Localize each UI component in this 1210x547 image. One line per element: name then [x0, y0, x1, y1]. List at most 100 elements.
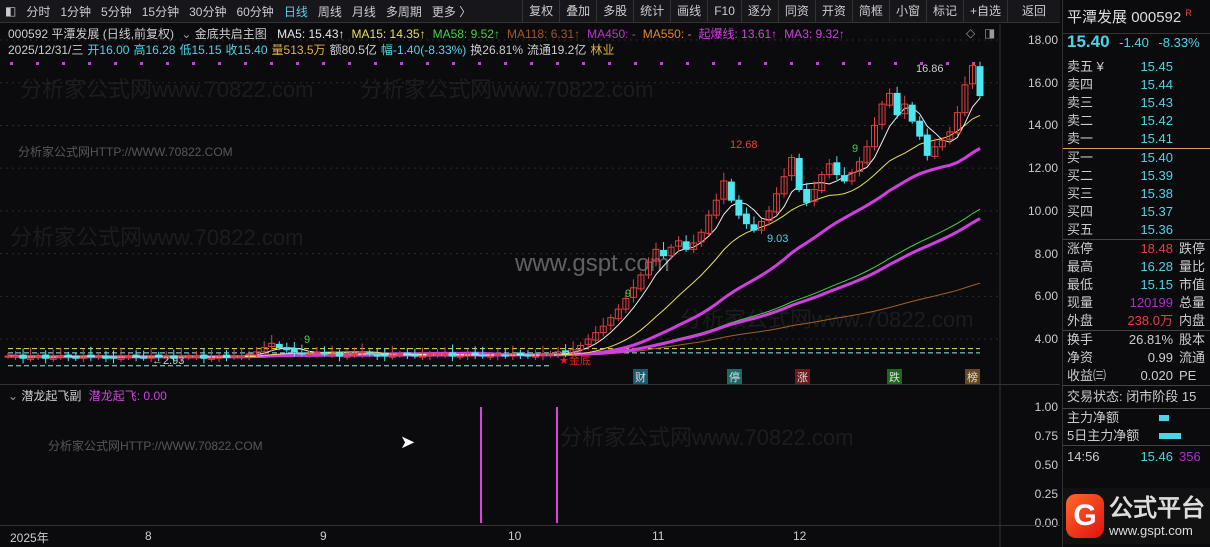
toolbar-button[interactable]: 标记: [925, 0, 963, 23]
nine-marker: 9: [852, 143, 859, 155]
candle: [818, 174, 826, 192]
sub-indicator-title[interactable]: 潜龙起飞副: [21, 389, 82, 403]
level-price: 15.36: [1140, 222, 1173, 237]
event-marker[interactable]: 财: [633, 369, 648, 385]
toolbar-button[interactable]: 统计: [633, 0, 670, 23]
indicator-dropdown[interactable]: ⌄ 金底共启主图: [181, 27, 267, 41]
panel-icon[interactable]: ◨: [984, 26, 996, 40]
candle: [27, 355, 35, 360]
price-chart[interactable]: [0, 0, 1060, 547]
candle: [637, 274, 645, 290]
candle: [162, 355, 170, 358]
price-change: -1.40: [1119, 35, 1149, 50]
signal-dot: [868, 62, 871, 65]
signal-dot: [426, 62, 429, 65]
event-marker[interactable]: 停: [727, 369, 742, 385]
chart-title: 000592 平潭发展 (日线,前复权): [8, 27, 175, 41]
candle: [373, 353, 381, 357]
candle: [245, 353, 253, 356]
period-tab[interactable]: 多周期: [385, 4, 422, 19]
candle: [554, 351, 562, 355]
candle: [916, 120, 924, 137]
candle: [388, 353, 396, 358]
period-tab[interactable]: 日线: [283, 4, 308, 19]
sell-level: 卖三 15.43: [1063, 94, 1210, 112]
level-price: 15.44: [1140, 77, 1173, 92]
event-marker[interactable]: 涨: [795, 369, 810, 385]
period-tab[interactable]: 15分钟: [141, 4, 180, 19]
period-tab[interactable]: 60分钟: [236, 4, 274, 19]
toolbar-button[interactable]: 叠加: [559, 0, 596, 23]
buy-level: 买四 15.37: [1063, 203, 1210, 221]
price-tick: 10.00: [1027, 203, 1058, 218]
candle: [320, 352, 328, 355]
stat-value: 15.15: [1140, 277, 1173, 292]
signal-dot: [140, 62, 143, 65]
date-tick: 10: [508, 529, 522, 543]
period-tab[interactable]: 5分钟: [101, 4, 132, 19]
buy-level: 买一 15.40: [1063, 149, 1210, 167]
toolbar-button[interactable]: 复权: [522, 0, 559, 23]
period-tab[interactable]: 1分钟: [60, 4, 92, 19]
ma-value: MA550: -: [642, 27, 692, 41]
toolbar-button[interactable]: 逐分: [740, 0, 778, 23]
ohlc-item: 低15.15: [179, 43, 222, 57]
signal-dot: [556, 62, 559, 65]
toolbar-button[interactable]: +自选: [962, 0, 1007, 23]
price-pct: -8.33%: [1158, 35, 1200, 50]
candle: [426, 353, 434, 356]
toolbar-button[interactable]: 同资: [777, 0, 815, 23]
period-tab[interactable]: 周线: [317, 4, 342, 19]
period-tab[interactable]: 30分钟: [189, 4, 227, 19]
candle: [569, 349, 577, 354]
signal-dot: [10, 62, 13, 65]
sidebar-toggle-icon[interactable]: ◧: [5, 4, 17, 18]
toolbar-button[interactable]: 开资: [814, 0, 852, 23]
ma-value: MA3: 9.32↑: [784, 27, 845, 41]
candle: [109, 356, 117, 359]
candle: [418, 355, 426, 358]
candle: [901, 103, 909, 115]
period-tab[interactable]: 更多 〉: [431, 4, 472, 19]
date-tick: 8: [145, 529, 152, 543]
signal-dot: [608, 62, 611, 65]
candle: [644, 261, 652, 276]
chevron-down-icon[interactable]: ⌄: [8, 389, 19, 403]
signal-dot: [738, 62, 741, 65]
period-tab[interactable]: 月线: [351, 4, 376, 19]
toolbar-button[interactable]: 简框: [851, 0, 889, 23]
ma3-line: [8, 217, 981, 359]
candle: [305, 353, 313, 356]
candle: [577, 344, 585, 351]
stat-label: 涨停: [1067, 241, 1094, 256]
event-marker[interactable]: 跌: [887, 369, 902, 385]
diamond-icon[interactable]: ◇: [966, 26, 976, 40]
candle: [886, 92, 894, 106]
candle: [871, 124, 879, 148]
level-label: 卖二: [1067, 113, 1094, 128]
toolbar-button[interactable]: 多股: [596, 0, 633, 23]
date-tick: 2025年: [10, 531, 49, 545]
toolbar-button[interactable]: 小窗: [888, 0, 926, 23]
toolbar-button[interactable]: F10: [707, 0, 741, 23]
gspt-logo: G 公式平台 www.gspt.com: [1063, 488, 1210, 544]
event-marker[interactable]: 榜: [965, 369, 980, 385]
level-price: 15.38: [1140, 186, 1173, 201]
signal-dot: [166, 62, 169, 65]
level-price: 15.41: [1140, 131, 1173, 146]
candle: [200, 354, 208, 359]
candle: [607, 317, 615, 326]
period-tab[interactable]: 分时: [26, 4, 51, 19]
chart-header: 000592 平潭发展 (日线,前复权) ⌄ 金底共启主图 MA5: 15.43…: [8, 25, 845, 42]
signal-dot: [114, 62, 117, 65]
price-tick: 16.00: [1027, 75, 1058, 90]
toolbar-button[interactable]: 画线: [670, 0, 707, 23]
candle: [464, 353, 472, 357]
candle: [57, 355, 65, 358]
price-tick: 18.00: [1027, 33, 1058, 47]
signal-dot: [816, 62, 819, 65]
price-tick: 6.00: [1034, 289, 1058, 304]
back-button[interactable]: 返回: [1006, 0, 1060, 23]
high-label: 16.86: [916, 63, 944, 75]
signal-dot: [920, 62, 923, 65]
